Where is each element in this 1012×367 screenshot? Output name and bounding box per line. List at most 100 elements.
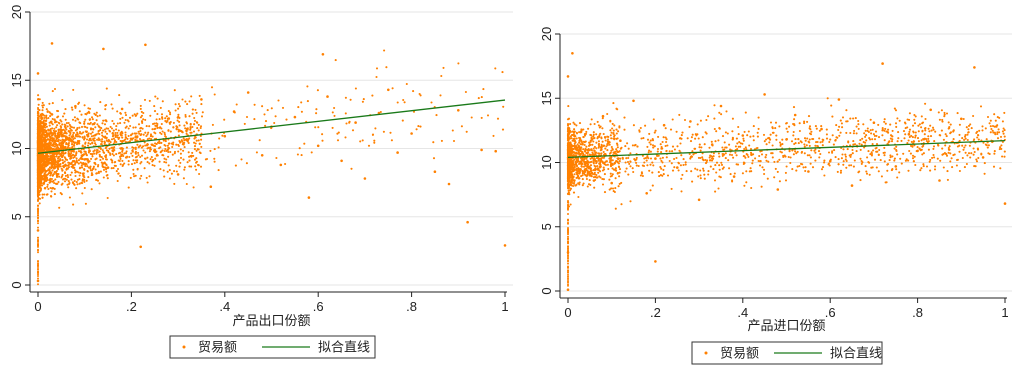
cloud-point: [412, 110, 416, 113]
cloud-point: [344, 96, 347, 99]
cloud-point: [928, 160, 931, 163]
cloud-point: [49, 174, 52, 177]
cloud-point: [729, 148, 732, 151]
cloud-point: [117, 137, 120, 141]
cloud-point: [623, 128, 626, 131]
cloud-point: [122, 139, 126, 142]
cloud-point: [264, 120, 268, 123]
cloud-point: [41, 136, 45, 139]
cloud-point: [89, 142, 92, 146]
cloud-point: [831, 151, 834, 154]
cloud-point: [121, 159, 124, 162]
cloud-point: [575, 124, 578, 127]
cloud-point: [496, 117, 500, 120]
cloud-point: [139, 162, 142, 165]
cloud-point: [642, 137, 645, 140]
cloud-point: [894, 109, 898, 112]
cloud-point: [941, 147, 944, 150]
cloud-point: [610, 145, 613, 149]
cloud-point: [245, 162, 248, 165]
cloud-point: [739, 142, 742, 145]
cloud-point: [580, 128, 583, 131]
cloud-point: [50, 131, 53, 134]
cloud-point: [161, 149, 164, 152]
cloud-point: [55, 155, 58, 158]
cloud-point: [177, 150, 180, 153]
cloud-point: [253, 103, 256, 106]
cloud-point: [857, 123, 860, 126]
cloud-point: [609, 129, 612, 132]
cloud-point: [592, 161, 595, 164]
data-point-35: [410, 132, 413, 135]
cloud-point: [726, 132, 729, 135]
cloud-point: [401, 119, 404, 122]
cloud-point: [115, 140, 118, 144]
cloud-point: [63, 180, 67, 183]
cloud-point: [96, 151, 99, 154]
cloud-point: [105, 164, 108, 167]
cloud-point: [624, 161, 627, 164]
cloud-point: [170, 172, 173, 175]
cloud-point: [46, 193, 49, 196]
cloud-point: [785, 121, 788, 125]
x-tick-label-3: .6: [825, 305, 836, 320]
cloud-point: [666, 144, 669, 147]
cloud-point: [947, 146, 950, 150]
cloud-point: [60, 135, 64, 138]
cloud-point: [350, 167, 353, 170]
cloud-point: [98, 114, 101, 117]
cloud-point: [803, 152, 806, 155]
cloud-point: [97, 171, 100, 175]
cloud-point: [55, 126, 58, 129]
cloud-point: [887, 128, 890, 131]
cloud-point: [80, 132, 83, 135]
cloud-point: [681, 173, 684, 176]
cloud-point: [177, 134, 180, 137]
cloud-point: [480, 116, 483, 119]
cloud-point: [67, 166, 70, 169]
cloud-point: [924, 102, 927, 105]
cloud-point: [1001, 130, 1004, 133]
cloud-point: [190, 95, 193, 98]
cloud-point: [121, 132, 124, 135]
cloud-point: [775, 138, 778, 141]
cloud-point: [151, 128, 154, 131]
cloud-point: [59, 162, 62, 166]
cloud-point: [87, 159, 90, 162]
cloud-point: [920, 115, 923, 118]
cloud-point: [985, 138, 988, 141]
cloud-point: [646, 145, 649, 148]
cloud-point: [169, 113, 172, 116]
cloud-point: [662, 173, 665, 176]
cloud-point: [830, 104, 833, 107]
cloud-point: [37, 94, 40, 97]
cloud-point: [644, 124, 647, 127]
cloud-point: [965, 126, 968, 129]
cloud-point: [137, 130, 140, 133]
cloud-point: [57, 131, 60, 134]
cloud-point: [367, 144, 371, 147]
cloud-point: [46, 178, 49, 181]
cloud-point: [736, 148, 739, 151]
cloud-point: [101, 163, 104, 166]
cloud-point: [999, 167, 1002, 170]
x-tick-label-0: 0: [564, 305, 571, 320]
cloud-point: [158, 118, 161, 121]
cloud-point: [134, 135, 137, 138]
x-tick-label-2: .4: [737, 305, 748, 320]
cloud-point: [78, 174, 81, 177]
cloud-point: [904, 133, 907, 136]
cloud-point: [49, 149, 52, 152]
data-point-29: [340, 159, 343, 163]
cloud-point: [60, 153, 63, 156]
cloud-point: [51, 162, 54, 165]
cloud-point: [396, 101, 399, 104]
cloud-point: [211, 123, 214, 126]
cloud-point: [50, 190, 53, 193]
cloud-point: [577, 162, 581, 166]
cloud-point: [756, 146, 759, 150]
cloud-point: [184, 127, 187, 130]
cloud-point: [768, 141, 771, 144]
cloud-point: [870, 152, 874, 156]
cloud-point: [847, 141, 850, 144]
